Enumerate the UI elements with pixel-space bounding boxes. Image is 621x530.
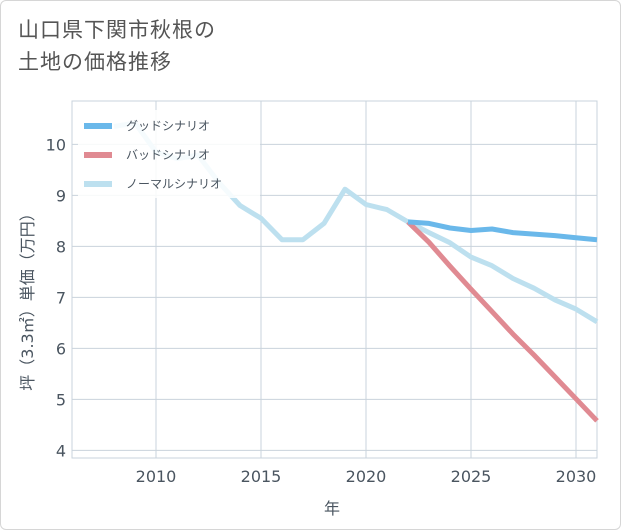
x-tick-label: 2030 bbox=[556, 467, 597, 486]
y-tick-label: 7 bbox=[56, 288, 66, 307]
x-tick-label: 2020 bbox=[346, 467, 387, 486]
x-tick-label: 2010 bbox=[136, 467, 177, 486]
y-tick-label: 5 bbox=[56, 390, 66, 409]
y-tick-label: 6 bbox=[56, 339, 66, 358]
series-line-0 bbox=[407, 219, 598, 243]
chart-title: 山口県下関市秋根の 土地の価格推移 bbox=[18, 14, 216, 78]
series-line-1 bbox=[406, 220, 599, 423]
chart-title-line-1: 山口県下関市秋根の bbox=[18, 18, 216, 42]
y-tick-label: 10 bbox=[46, 135, 66, 154]
grid-lines bbox=[71, 100, 598, 459]
x-axis-label: 年 bbox=[324, 499, 340, 518]
legend-label: バッドシナリオ bbox=[126, 148, 210, 162]
y-tick-label: 4 bbox=[56, 441, 66, 460]
y-axis-label: 坪（3.3㎡）単価（万円） bbox=[18, 205, 37, 390]
y-tick-label: 8 bbox=[56, 237, 66, 256]
y-tick-label: 9 bbox=[56, 186, 66, 205]
x-tick-label: 2015 bbox=[241, 467, 282, 486]
chart-title-line-2: 土地の価格推移 bbox=[18, 50, 172, 74]
legend-label: ノーマルシナリオ bbox=[126, 177, 222, 191]
x-tick-label: 2025 bbox=[451, 467, 492, 486]
legend-label: グッドシナリオ bbox=[126, 119, 210, 133]
tick-labels: 2010 2015 2020 2025 2030 4 5 6 7 8 9 10 bbox=[46, 135, 597, 486]
